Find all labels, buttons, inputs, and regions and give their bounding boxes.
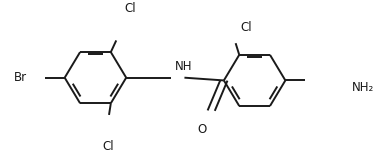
Text: Cl: Cl	[240, 21, 252, 34]
Text: Cl: Cl	[102, 140, 114, 153]
Text: NH: NH	[175, 60, 192, 73]
Text: Cl: Cl	[124, 2, 136, 15]
Text: Br: Br	[14, 71, 28, 84]
Text: O: O	[198, 123, 207, 136]
Text: NH₂: NH₂	[352, 81, 375, 94]
